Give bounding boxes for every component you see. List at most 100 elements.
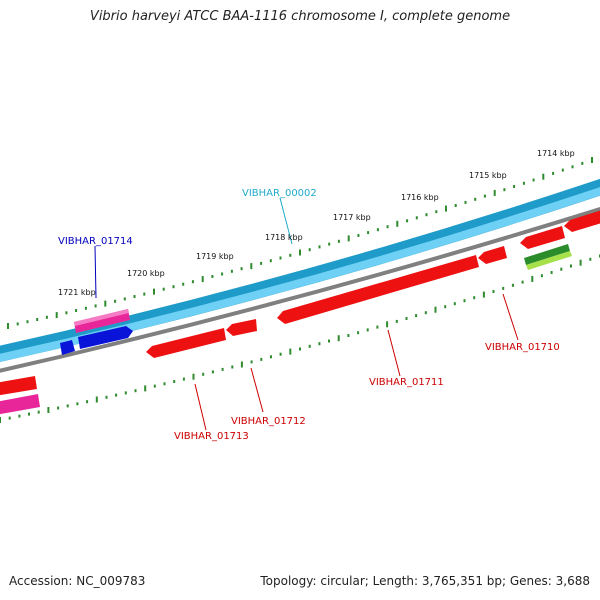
ruler-tick (395, 319, 398, 323)
ruler-tick (36, 318, 39, 321)
ruler-tick (328, 242, 331, 246)
ruler-tick (493, 189, 496, 196)
ruler-tick (250, 360, 253, 364)
ruler-tick (133, 295, 136, 298)
cds-vibhar-01710[interactable] (478, 246, 507, 264)
tick-label: 1721 kbp (58, 288, 96, 297)
ruler-tick (513, 185, 516, 188)
ruler-tick (260, 261, 263, 265)
cds-reverse-right-1[interactable] (520, 226, 565, 249)
ruler-tick (591, 157, 593, 163)
cds-reverse-left-pink[interactable] (0, 394, 40, 415)
ruler-tick (123, 297, 126, 301)
ruler-tick (114, 299, 117, 303)
ruler-tick (65, 311, 68, 315)
ruler-tick (211, 275, 214, 278)
reverse-features (0, 209, 600, 415)
ruler-tick (337, 239, 340, 243)
genome-summary: Topology: circular; Length: 3,765,351 bp… (260, 574, 590, 588)
cds-vibhar-01711[interactable] (277, 255, 479, 324)
ruler-tick (532, 178, 535, 182)
ruler-tick (221, 272, 224, 276)
ruler-tick (124, 391, 127, 395)
ruler-tick (561, 168, 564, 172)
ruler-tick (376, 228, 379, 232)
ruler-tick (540, 274, 543, 278)
ruler-tick (308, 344, 311, 348)
backbone-band-dark (0, 178, 600, 362)
ruler-tick (463, 299, 466, 303)
ruler-tick (473, 296, 476, 300)
ruler-tick (143, 292, 146, 296)
ruler-tick (230, 269, 233, 273)
ruler-tick (192, 373, 195, 380)
cds-vibhar-01713[interactable] (146, 328, 226, 358)
ruler-tick (231, 365, 234, 369)
ruler-tick (269, 259, 272, 263)
ruler-tick (162, 287, 165, 291)
ruler-tick (211, 370, 214, 374)
ruler-tick (153, 288, 155, 295)
ruler-tick (492, 290, 495, 293)
ruler-tick (95, 396, 98, 403)
ruler-tick (47, 407, 50, 413)
ruler-tick (482, 291, 485, 298)
ruler-tick (531, 275, 534, 282)
ruler-tick (502, 286, 505, 290)
gene-label-vibhar-01711[interactable]: VIBHAR_01711 (369, 377, 444, 388)
gene-label-vibhar-01712[interactable]: VIBHAR_01712 (231, 416, 306, 427)
gene-label-vibhar-01713[interactable]: VIBHAR_01713 (174, 431, 249, 442)
ruler-tick (104, 300, 107, 307)
ruler-tick (386, 321, 389, 328)
gene-label-vibhar-01710[interactable]: VIBHAR_01710 (485, 342, 560, 353)
ruler-tick (163, 382, 166, 386)
ruler-tick (250, 263, 253, 270)
ruler-tick (8, 416, 11, 420)
tick-label: 1716 kbp (401, 193, 439, 202)
cds-forward-pink-left[interactable] (0, 376, 37, 396)
ruler-tick (357, 331, 360, 335)
ruler-tick (94, 304, 97, 308)
tick-label: 1714 kbp (537, 149, 575, 158)
rna-feature[interactable] (524, 244, 570, 265)
ruler-tick (337, 335, 340, 342)
ruler-tick (318, 342, 321, 346)
ruler-tick (511, 283, 514, 287)
ruler-tick (453, 302, 456, 306)
cds-reverse-right-2[interactable] (564, 209, 600, 232)
ruler-tick (347, 334, 350, 337)
ruler-tick (434, 306, 437, 313)
ruler-tick (435, 210, 438, 214)
ruler-tick (201, 276, 204, 283)
ruler-tick (589, 257, 592, 261)
ruler-tick (445, 205, 447, 212)
ruler-tick (26, 320, 29, 324)
ruler-tick (550, 271, 553, 274)
gene-label-vibhar-01714[interactable]: VIBHAR_01714 (58, 236, 133, 247)
gene-labels: VIBHAR_00002 VIBHAR_01714 VIBHAR_01713 V… (58, 188, 560, 442)
gene-label-vibhar-00002[interactable]: VIBHAR_00002 (242, 188, 317, 199)
cds-forward-blue[interactable] (78, 326, 133, 349)
ruler-tick (521, 280, 524, 284)
ruler-tick (386, 225, 389, 229)
ruler-tick (76, 402, 79, 406)
ruler-tick (279, 256, 282, 260)
ruler-tick (182, 282, 185, 286)
inner-ruler (0, 254, 600, 423)
ruler-tick (7, 323, 9, 329)
cds-forward-blue-small[interactable] (60, 340, 75, 355)
ruler-tick (424, 311, 427, 315)
ruler-tick (367, 231, 370, 235)
tick-labels: 1714 kbp 1715 kbp 1716 kbp 1717 kbp 1718… (58, 149, 575, 297)
ruler-tick (474, 197, 477, 201)
outer-ruler (7, 157, 593, 329)
ruler-tick (552, 171, 555, 175)
ruler-tick (28, 412, 30, 416)
ruler-tick (191, 280, 194, 284)
ruler-tick (75, 309, 78, 312)
ruler-tick (503, 188, 506, 192)
strand-divider (0, 207, 600, 373)
label-leaders (94, 197, 519, 431)
cds-vibhar-01712[interactable] (226, 319, 257, 336)
